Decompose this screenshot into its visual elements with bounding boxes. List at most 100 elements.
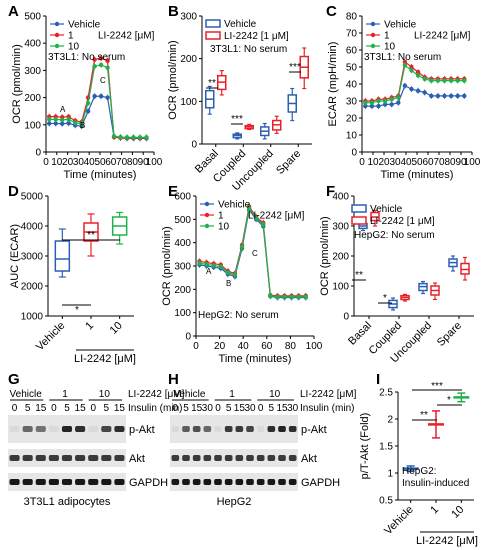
H-band (246, 455, 254, 461)
E-point (211, 263, 216, 268)
E-x-tick-label: 0 (193, 341, 199, 352)
G-band (61, 455, 73, 461)
panel-label-H: H (168, 371, 179, 388)
C-legend-marker (370, 32, 376, 38)
panel-label-F: F (326, 183, 335, 200)
A-point (92, 64, 97, 69)
C-point (429, 78, 434, 83)
F-y-tick-label: 300 (332, 222, 349, 233)
panel-label-C: C (326, 3, 337, 20)
G-band (48, 479, 59, 485)
H-band (214, 479, 222, 485)
C-y-tick-label: 30 (346, 97, 358, 108)
B-y-tick-label: 300 (180, 12, 197, 23)
E-x-tick-label: 20 (214, 341, 226, 352)
C-condition: 3T3L1: No serum (364, 52, 441, 63)
I-condition: HepG2: (402, 466, 436, 477)
B-y-label: OCR (pmol/min) (167, 40, 179, 119)
E-x-tick-label: 40 (238, 341, 250, 352)
panel-label-G: G (8, 371, 20, 388)
D-x-tick-label: 10 (108, 320, 125, 337)
H-time-label: 30 (202, 403, 214, 414)
H-band-label: p-Akt (301, 424, 327, 436)
F-y-tick-label: 200 (332, 252, 349, 263)
E-injection-mark: C (252, 249, 258, 258)
E-point (225, 270, 231, 275)
E-legend-label: 10 (218, 222, 230, 233)
D-sig: ** (87, 230, 95, 241)
C-point (415, 73, 421, 78)
E-legend-marker (204, 223, 210, 229)
C-point (442, 78, 447, 83)
I-y-tick-label: 1 (387, 469, 393, 480)
C-legend-label: Vehicle (384, 20, 417, 31)
G-band (88, 479, 99, 485)
A-legend-label: 1 (68, 31, 74, 42)
C-x-tick-label: 90 (455, 157, 467, 168)
C-point (363, 103, 368, 109)
A-point (47, 117, 52, 122)
B-y-tick-label: 200 (180, 54, 197, 65)
C-x-tick-label: 0 (359, 157, 365, 168)
E-y-tick-label: 0 (185, 332, 191, 343)
E-point (232, 272, 238, 278)
H-caption: HepG2 (217, 496, 252, 508)
A-legend-label: Vehicle (68, 20, 101, 31)
C-point (409, 86, 414, 92)
A-point (92, 57, 97, 62)
A-condition: 3T3L1: No serum (48, 52, 125, 63)
E-y-tick-label: 200 (174, 285, 191, 296)
H-band (192, 455, 201, 461)
panel-label-I: I (376, 371, 380, 388)
C-point (448, 78, 454, 83)
H-band (246, 426, 254, 432)
A-point (79, 121, 84, 127)
C-series-line-Vehicle (365, 84, 465, 107)
H-band (182, 426, 190, 432)
H-time-label: 30 (287, 403, 299, 414)
A-x-tick-label: 20 (62, 157, 74, 168)
C-x-tick-label: 100 (464, 157, 481, 168)
H-band-label: GAPDH (301, 477, 340, 489)
E-legend-marker (204, 201, 210, 207)
G-band (9, 455, 20, 461)
E-point (289, 294, 294, 299)
E-point (268, 293, 273, 299)
E-x-label: Time (minutes) (219, 353, 292, 365)
G-band (88, 426, 99, 432)
E-point (197, 261, 202, 266)
C-legend-marker (370, 43, 376, 49)
C-point (382, 98, 388, 104)
E-point (282, 294, 287, 299)
A-y-label: OCR (pmol/min) (11, 44, 23, 123)
E-legend-label: 1 (218, 211, 224, 222)
E-series-line-Vehicle (199, 208, 306, 299)
B-legend-label: Vehicle (224, 19, 257, 30)
C-legend-label: 10 (384, 42, 396, 53)
C-series-line-10 (365, 64, 465, 104)
A-x-tick-label: 60 (105, 157, 117, 168)
B-sig: *** (289, 62, 301, 73)
A-y-tick-label: 500 (24, 12, 41, 23)
E-legend-conc: LI-2242 [μM] (248, 211, 305, 222)
E-legend-marker (204, 212, 210, 218)
E-y-label: OCR (pmol/min) (161, 226, 173, 305)
H-insulin-label: Insulin (min) (300, 403, 354, 414)
A-point (144, 135, 149, 140)
I-x-tick-label: 10 (449, 504, 466, 521)
C-y-tick-label: 70 (346, 29, 358, 40)
D-y-tick-label: 3000 (21, 252, 44, 263)
G-time-label: 5 (25, 403, 31, 414)
E-y-tick-label: 600 (174, 192, 191, 203)
C-point (462, 93, 467, 99)
H-time-label: 5 (183, 403, 189, 414)
G-band (75, 455, 86, 461)
C-point (422, 76, 427, 82)
C-y-tick-label: 20 (346, 114, 358, 125)
H-band (235, 455, 244, 461)
G-band-label: p-Akt (129, 424, 155, 436)
F-y-tick-label: 0 (343, 312, 349, 323)
H-band (267, 479, 276, 485)
I-y-tick-label: 0.5 (379, 496, 393, 507)
F-x-tick-label: Spare (435, 320, 464, 349)
